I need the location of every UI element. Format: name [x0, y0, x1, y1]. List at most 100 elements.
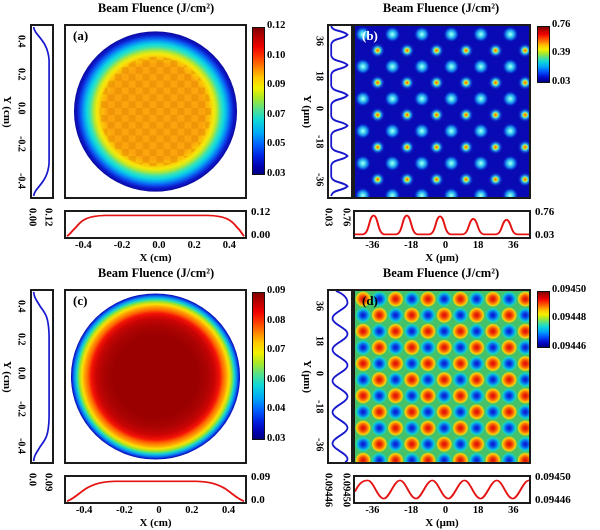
panel-d-x-ticks: -36 -18 0 18 36 [353, 505, 531, 517]
panel-d-letter: (d) [362, 293, 378, 308]
colorbar-label: 0.08 [267, 314, 286, 326]
colorbar-label: 0.10 [267, 49, 286, 61]
panel-c-y-ticks: 0.4 0.2 0.0 -0.2 -0.4 [13, 289, 28, 464]
panel-c-letter: (c) [73, 293, 88, 308]
colorbar-label: 0.12 [267, 20, 286, 31]
colorbar-label: 0.09448 [552, 312, 587, 324]
x-tick-label: -0.2 [116, 505, 133, 516]
panel-c-x-axis-label: X (cm) [139, 517, 172, 529]
panel-c-x-profile-max: 0.09 [251, 471, 271, 483]
panel-a-heatmap: (a) [64, 24, 247, 199]
panel-d-y-profile-curve [331, 291, 349, 462]
colorbar-label: 0.09 [267, 79, 286, 90]
x-tick-label: -0.4 [75, 240, 92, 251]
colorbar-label: 0.07 [267, 108, 286, 120]
panel-c-colorbar-labels: 0.09 0.08 0.07 0.06 0.04 0.03 [267, 285, 299, 444]
panel-b-y-profile-curve [330, 26, 349, 197]
panel-a-title: Beam Fluence (J/cm²) [97, 1, 215, 15]
y-tick-label: -36 [313, 438, 325, 452]
y-tick-label: 0 [313, 105, 325, 111]
x-tick-label: 18 [472, 505, 484, 516]
colorbar-label: 0.09 [267, 285, 286, 296]
panel-c-x-ticks: -0.4 -0.2 0 0.2 0.4 [64, 505, 247, 517]
panel-c-heatmap-image [66, 291, 245, 462]
colorbar-label: 0.03 [267, 432, 286, 444]
panel-b-y-ticks: 36 18 0 -18 -36 [311, 24, 326, 199]
panel-b-x-profile-plot [353, 210, 531, 239]
panel-d: Beam Fluence (J/cm²) Y (μm) 36 18 0 -18 … [300, 265, 600, 530]
panel-b-colorbar [537, 26, 550, 83]
panel-b-colorbar-labels: 0.76 0.39 0.03 [552, 19, 600, 87]
y-tick-label: 0.0 [15, 101, 27, 115]
panel-a-x-profile-curve [66, 214, 245, 237]
panel-b-letter: (b) [362, 28, 378, 43]
panel-a-y-profile-curve [32, 26, 50, 197]
y-tick-label: 0 [313, 370, 325, 376]
panel-b-y-profile-plot [327, 24, 353, 199]
x-tick-label: 0 [442, 240, 449, 251]
x-tick-label: 36 [508, 505, 519, 516]
panel-a-colorbar-labels: 0.12 0.10 0.09 0.07 0.05 0.03 [267, 20, 299, 179]
x-tick-label: 0.4 [222, 505, 236, 516]
colorbar-label: 0.03 [552, 75, 571, 87]
colorbar-label: 0.04 [267, 403, 286, 414]
panel-d-title: Beam Fluence (J/cm²) [382, 266, 500, 280]
x-tick-label: -36 [365, 240, 380, 251]
panel-d-x-profile-curve [355, 479, 529, 500]
panel-c-y-profile-min: 0.0 [26, 473, 38, 487]
panel-b-x-profile-max: 0.76 [535, 206, 555, 218]
panel-d-y-ticks: 36 18 0 -18 -36 [311, 289, 326, 464]
x-tick-label: -0.4 [75, 505, 93, 516]
y-tick-label: 0.2 [15, 68, 27, 81]
panel-b: Beam Fluence (J/cm²) Y (μm) 36 18 0 -18 … [300, 0, 600, 265]
x-tick-label: -36 [365, 505, 380, 516]
panel-c-x-profile-plot [64, 475, 247, 504]
panel-c-colorbar [252, 292, 265, 440]
y-tick-label: 18 [313, 335, 325, 346]
panel-a-letter: (a) [73, 28, 89, 43]
colorbar-label: 0.05 [267, 138, 286, 149]
panel-c-title: Beam Fluence (J/cm²) [97, 266, 215, 280]
panel-a-y-axis-label: Y (cm) [1, 95, 13, 128]
panel-d-y-profile-plot [327, 289, 353, 464]
panel-d-heatmap: (d) [353, 289, 531, 464]
panel-c-y-axis-label: Y (cm) [1, 360, 13, 393]
x-tick-label: 18 [472, 240, 484, 251]
panel-b-x-axis-label: X (μm) [425, 252, 459, 264]
panel-d-colorbar [537, 291, 550, 348]
panel-a-colorbar [252, 27, 265, 175]
colorbar-label: 0.07 [267, 344, 286, 355]
panel-c-x-profile-curve [66, 480, 245, 502]
panel-c-y-profile-curve [32, 291, 50, 462]
x-tick-label: 0.2 [185, 505, 199, 516]
panel-d-x-axis-label: X (μm) [425, 517, 459, 529]
x-tick-label: -18 [404, 505, 419, 516]
y-tick-label: 36 [313, 301, 325, 312]
x-tick-label: 0 [156, 505, 162, 516]
y-tick-label: 18 [313, 70, 325, 81]
x-tick-label: 0.0 [152, 240, 166, 251]
panel-b-x-profile-curve [355, 214, 529, 236]
panel-d-x-profile-max: 0.09450 [535, 471, 571, 483]
panel-d-y-axis-label: Y (μm) [301, 359, 313, 393]
panel-c-y-profile-max: 0.09 [42, 473, 54, 492]
colorbar-label: 0.09450 [552, 284, 587, 295]
panel-c-y-profile-plot [30, 289, 54, 464]
panel-c: Beam Fluence (J/cm²) Y (cm) 0.4 0.2 0.0 … [0, 265, 300, 530]
x-tick-label: -18 [404, 240, 419, 251]
panel-b-x-profile-min: 0.03 [535, 229, 555, 241]
x-tick-label: 0.2 [187, 240, 201, 251]
panel-b-heatmap-image [355, 26, 529, 197]
panel-d-y-profile-max: 0.09450 [340, 473, 352, 508]
y-tick-label: 0.2 [15, 333, 27, 346]
y-tick-label: -0.4 [15, 172, 27, 189]
panel-b-y-profile-max: 0.76 [340, 208, 352, 227]
y-tick-label: -0.2 [15, 135, 27, 152]
panel-c-heatmap: (c) [64, 289, 247, 464]
colorbar-label: 0.03 [267, 167, 286, 179]
y-tick-label: 0.4 [15, 34, 27, 48]
x-tick-label: -0.2 [113, 240, 131, 251]
y-tick-label: 0.4 [15, 299, 27, 313]
panel-c-x-profile-min: 0.0 [251, 494, 265, 506]
colorbar-label: 0.09446 [552, 340, 587, 352]
